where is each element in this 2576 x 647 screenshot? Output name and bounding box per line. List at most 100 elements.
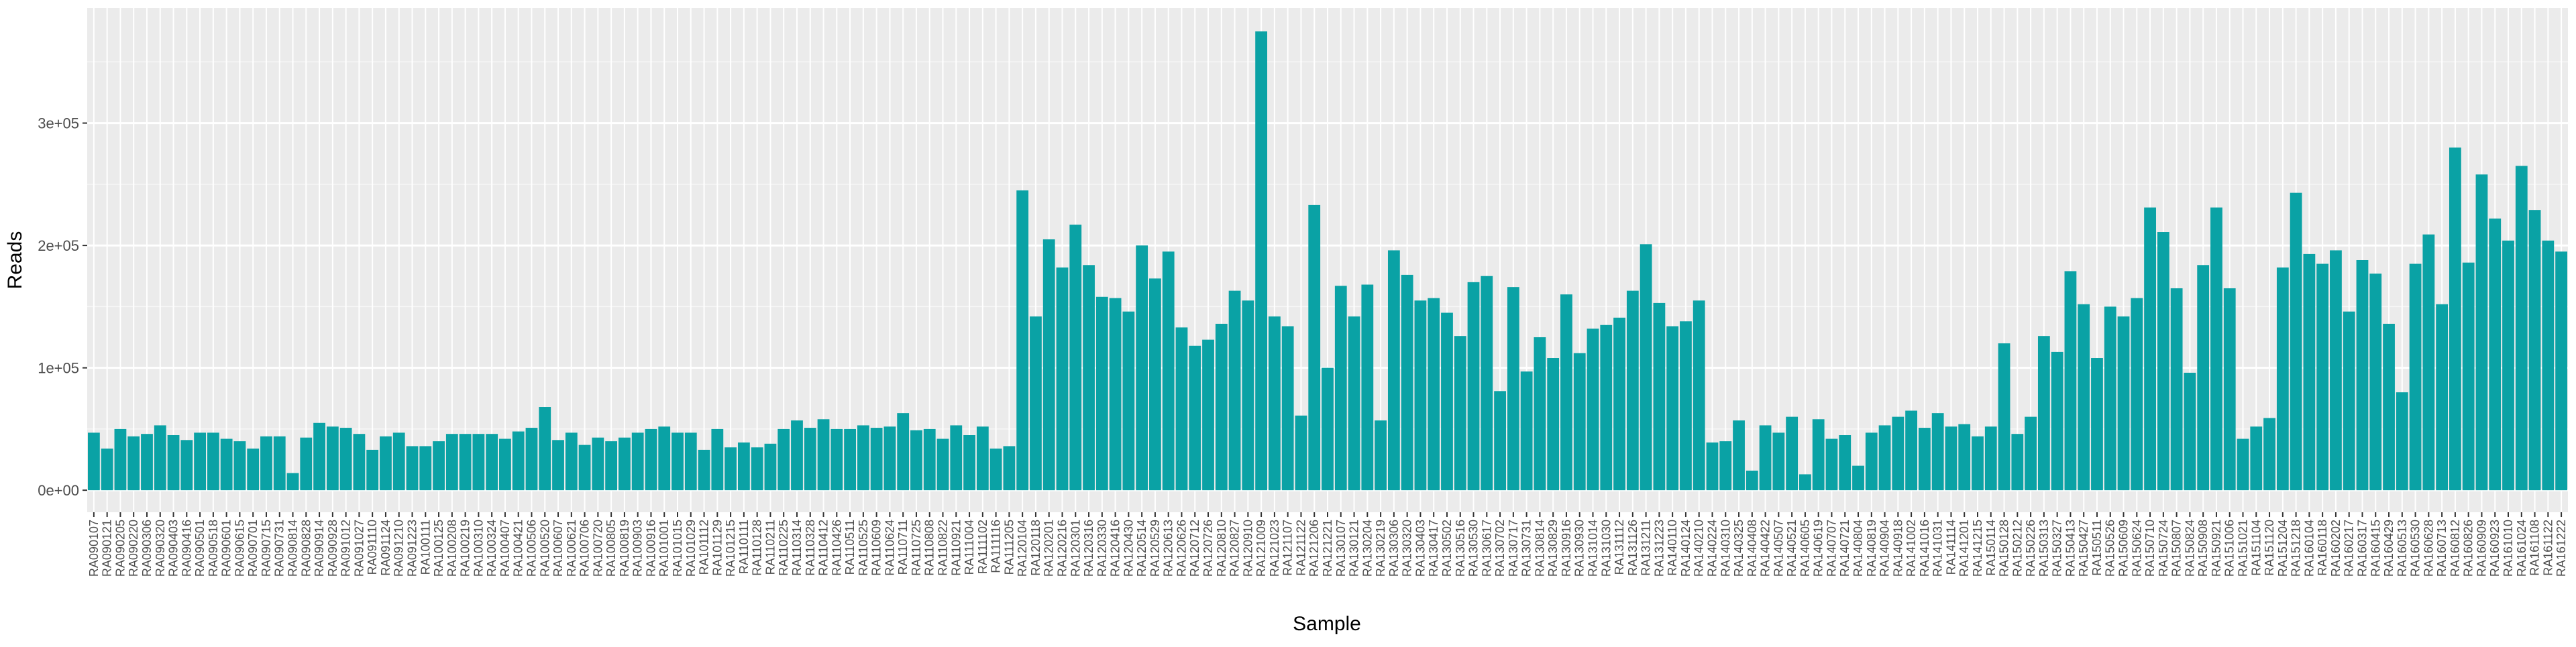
bar bbox=[1228, 290, 1241, 491]
bar bbox=[923, 428, 936, 491]
x-tick-label: RA090701 bbox=[246, 520, 260, 577]
bar bbox=[2475, 174, 2488, 491]
x-tick-label: RA140721 bbox=[1838, 520, 1851, 577]
x-tick-label: RA091027 bbox=[352, 520, 366, 577]
x-tick-label: RA130731 bbox=[1520, 520, 1534, 577]
bar bbox=[950, 425, 963, 491]
x-tick-label: RA120201 bbox=[1042, 520, 1056, 577]
x-tick-label: RA110711 bbox=[896, 520, 910, 575]
x-tick-label: RA121206 bbox=[1307, 520, 1321, 577]
x-tick-label: RA130702 bbox=[1493, 520, 1507, 577]
x-tick-label: RA140210 bbox=[1693, 520, 1706, 577]
x-tick-label: RA090828 bbox=[299, 520, 313, 577]
x-tick-label: RA150807 bbox=[2170, 520, 2184, 577]
bar bbox=[672, 432, 684, 491]
bar bbox=[1215, 323, 1228, 491]
x-tick-label: RA100720 bbox=[591, 520, 604, 577]
bar bbox=[2383, 323, 2395, 491]
x-tick-label: RA160317 bbox=[2355, 520, 2369, 577]
bar bbox=[2078, 304, 2090, 491]
x-tick-label: RA150511 bbox=[2090, 520, 2104, 576]
bar bbox=[472, 434, 485, 491]
bar bbox=[658, 426, 671, 491]
x-tick-label: RA150710 bbox=[2143, 520, 2157, 577]
y-tick-label: 1e+05 bbox=[38, 360, 79, 377]
bar bbox=[180, 440, 193, 491]
bar bbox=[1772, 432, 1785, 491]
bar bbox=[2037, 336, 2050, 491]
x-tick-label: RA110822 bbox=[936, 520, 950, 576]
x-tick-label: RA120626 bbox=[1175, 520, 1188, 577]
bar bbox=[1865, 432, 1878, 491]
bar bbox=[1613, 317, 1625, 491]
bar bbox=[2091, 358, 2103, 491]
bar bbox=[1733, 420, 1745, 491]
y-tick-label: 2e+05 bbox=[38, 237, 79, 254]
x-tick-label: RA100506 bbox=[525, 520, 538, 577]
x-tick-label: RA130717 bbox=[1507, 520, 1520, 577]
x-tick-label: RA110211 bbox=[763, 520, 777, 575]
bar bbox=[2502, 240, 2514, 491]
x-tick-label: RA090220 bbox=[127, 520, 140, 577]
bar bbox=[167, 435, 180, 491]
x-tick-label: RA120514 bbox=[1135, 520, 1148, 577]
bar bbox=[233, 441, 246, 491]
x-tick-label: RA091223 bbox=[405, 520, 419, 577]
bar bbox=[1600, 325, 1613, 491]
x-tick-label: RA090320 bbox=[154, 520, 167, 577]
bar bbox=[1918, 428, 1931, 491]
x-tick-label: RA160415 bbox=[2369, 520, 2382, 577]
x-tick-label: RA130417 bbox=[1427, 520, 1440, 577]
x-tick-label: RA110609 bbox=[870, 520, 883, 576]
x-tick-label: RA090814 bbox=[286, 520, 300, 577]
x-tick-label: RA120827 bbox=[1228, 520, 1242, 577]
bar bbox=[1666, 326, 1679, 491]
x-tick-label: RA130502 bbox=[1440, 520, 1454, 577]
x-tick-label: RA100421 bbox=[512, 520, 525, 577]
bar bbox=[2356, 260, 2369, 491]
bar bbox=[2263, 418, 2275, 491]
x-tick-label: RA150824 bbox=[2183, 520, 2196, 577]
bar bbox=[1573, 353, 1586, 491]
bar bbox=[445, 434, 458, 491]
bar bbox=[87, 432, 100, 491]
x-tick-label: RA141215 bbox=[1971, 520, 1984, 577]
y-axis-title: Reads bbox=[4, 231, 26, 290]
x-tick-label: RA110808 bbox=[923, 520, 936, 576]
x-tick-label: RA090518 bbox=[207, 520, 220, 577]
bar bbox=[141, 434, 153, 491]
bar bbox=[2184, 372, 2196, 491]
bar bbox=[247, 449, 260, 491]
bar bbox=[1560, 294, 1572, 491]
bar bbox=[1945, 426, 1957, 491]
x-tick-label: RA140310 bbox=[1719, 520, 1732, 577]
bar bbox=[2462, 262, 2475, 491]
x-tick-label: RA111116 bbox=[989, 520, 1003, 573]
x-tick-label: RA140918 bbox=[1891, 520, 1904, 577]
x-tick-label: RA091124 bbox=[379, 520, 392, 576]
x-tick-label: RA130617 bbox=[1480, 520, 1493, 577]
bar bbox=[1494, 391, 1506, 491]
bar bbox=[578, 445, 591, 491]
x-tick-label: RA140521 bbox=[1785, 520, 1799, 577]
x-tick-label: RA111102 bbox=[976, 520, 989, 574]
bar bbox=[2449, 148, 2461, 491]
x-tick-label: RA100310 bbox=[472, 520, 485, 577]
x-tick-label: RA120910 bbox=[1241, 520, 1254, 577]
bar bbox=[539, 407, 551, 491]
bar bbox=[1348, 316, 1360, 491]
x-tick-label: RA120613 bbox=[1162, 520, 1175, 577]
bar bbox=[326, 426, 339, 491]
bar bbox=[313, 422, 325, 491]
x-tick-label: RA101029 bbox=[684, 520, 698, 577]
x-tick-label: RA121107 bbox=[1281, 520, 1295, 576]
bar bbox=[2542, 240, 2555, 491]
x-tick-label: RA150313 bbox=[2037, 520, 2051, 577]
bar bbox=[592, 437, 604, 491]
x-tick-label: RA150921 bbox=[2210, 520, 2223, 577]
x-tick-label: RA101112 bbox=[698, 520, 711, 575]
x-tick-label: RA131223 bbox=[1652, 520, 1666, 577]
bar bbox=[1958, 424, 1971, 491]
x-tick-label: RA150908 bbox=[2196, 520, 2210, 577]
x-tick-label: RA130916 bbox=[1560, 520, 1573, 577]
